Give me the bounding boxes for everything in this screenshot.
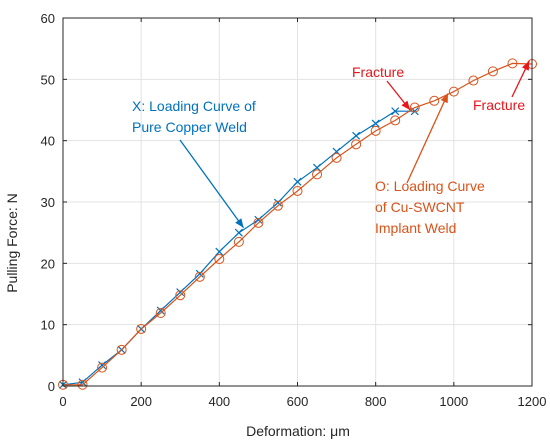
arrow-orange-annotation <box>406 93 449 184</box>
data-point-circle <box>507 58 518 69</box>
data-point-circle <box>175 290 186 301</box>
arrow-layer <box>179 60 530 229</box>
annotation-orange-line-2: of Cu-SWCNT <box>375 199 465 215</box>
data-point-cross <box>98 361 107 370</box>
tick-layer: 0 200 400 600 800 1000 1200 0 10 20 30 40 50 60 <box>41 11 547 409</box>
data-point-cross <box>215 247 224 256</box>
arrow-fracture-2 <box>511 60 530 98</box>
annotation-fracture-2: Fracture <box>473 97 525 113</box>
annotation-orange-line-3: Implant Weld <box>375 220 456 236</box>
y-axis-label: Pulling Force: N <box>4 193 20 293</box>
data-point-circle <box>390 115 401 126</box>
data-point-circle <box>77 379 88 390</box>
data-point-circle <box>331 152 342 163</box>
data-point-cross <box>254 215 263 224</box>
data-point-cross <box>195 269 204 278</box>
data-point-circle <box>194 271 205 282</box>
y-tick-label: 10 <box>41 318 55 333</box>
data-point-cross <box>234 228 243 237</box>
data-point-circle <box>487 66 498 77</box>
arrow-shaft <box>179 139 245 229</box>
y-tick-label: 40 <box>41 134 55 149</box>
series-2 <box>58 58 537 390</box>
data-point-circle <box>429 95 440 106</box>
x-axis-label: Deformation: μm <box>246 423 350 439</box>
data-point-circle <box>351 139 362 150</box>
data-point-circle <box>409 102 420 113</box>
data-point-circle <box>116 344 127 355</box>
data-point-circle <box>233 236 244 247</box>
data-point-cross <box>293 177 302 186</box>
annotation-layer: X: Loading Curve of Pure Copper Weld O: … <box>132 64 525 236</box>
series-line <box>62 110 415 386</box>
data-point-circle <box>253 217 264 228</box>
series-layer <box>58 58 537 390</box>
y-tick-label: 50 <box>41 72 55 87</box>
data-point-circle <box>468 75 479 86</box>
series-1 <box>58 107 419 389</box>
data-point-circle <box>370 125 381 136</box>
data-point-circle <box>292 185 303 196</box>
y-tick-label: 30 <box>41 195 55 210</box>
data-point-cross <box>391 107 400 116</box>
x-tick-label: 800 <box>365 394 387 409</box>
data-point-circle <box>136 323 147 334</box>
arrow-blue-annotation <box>179 139 245 229</box>
annotation-orange-line-1: O: Loading Curve <box>375 178 485 194</box>
annotation-blue-line-1: X: Loading Curve of <box>132 98 256 114</box>
annotation-blue-line-2: Pure Copper Weld <box>132 119 247 135</box>
arrow-head <box>521 60 530 71</box>
arrow-shaft <box>406 93 449 184</box>
series-line <box>63 62 533 386</box>
data-point-circle <box>448 86 459 97</box>
x-tick-label: 1000 <box>439 394 468 409</box>
data-point-cross <box>156 306 165 315</box>
annotation-fracture-1: Fracture <box>352 64 404 80</box>
data-point-circle <box>272 200 283 211</box>
x-tick-label: 0 <box>59 394 66 409</box>
x-tick-label: 200 <box>130 394 152 409</box>
data-point-cross <box>371 119 380 128</box>
arrow-fracture-1 <box>386 80 411 111</box>
data-point-cross <box>273 198 282 207</box>
y-tick-label: 60 <box>41 11 55 26</box>
data-point-circle <box>155 308 166 319</box>
arrow-head <box>235 218 244 228</box>
x-tick-label: 1200 <box>518 394 547 409</box>
data-point-circle <box>214 254 225 265</box>
data-point-circle <box>312 169 323 180</box>
x-tick-label: 400 <box>208 394 230 409</box>
x-tick-label: 600 <box>287 394 309 409</box>
arrow-head <box>440 93 448 104</box>
arrow-head <box>401 100 411 110</box>
data-point-cross <box>176 288 185 297</box>
y-tick-label: 0 <box>48 379 55 394</box>
data-point-cross <box>352 131 361 140</box>
y-tick-label: 20 <box>41 256 55 271</box>
data-point-circle <box>97 362 108 373</box>
